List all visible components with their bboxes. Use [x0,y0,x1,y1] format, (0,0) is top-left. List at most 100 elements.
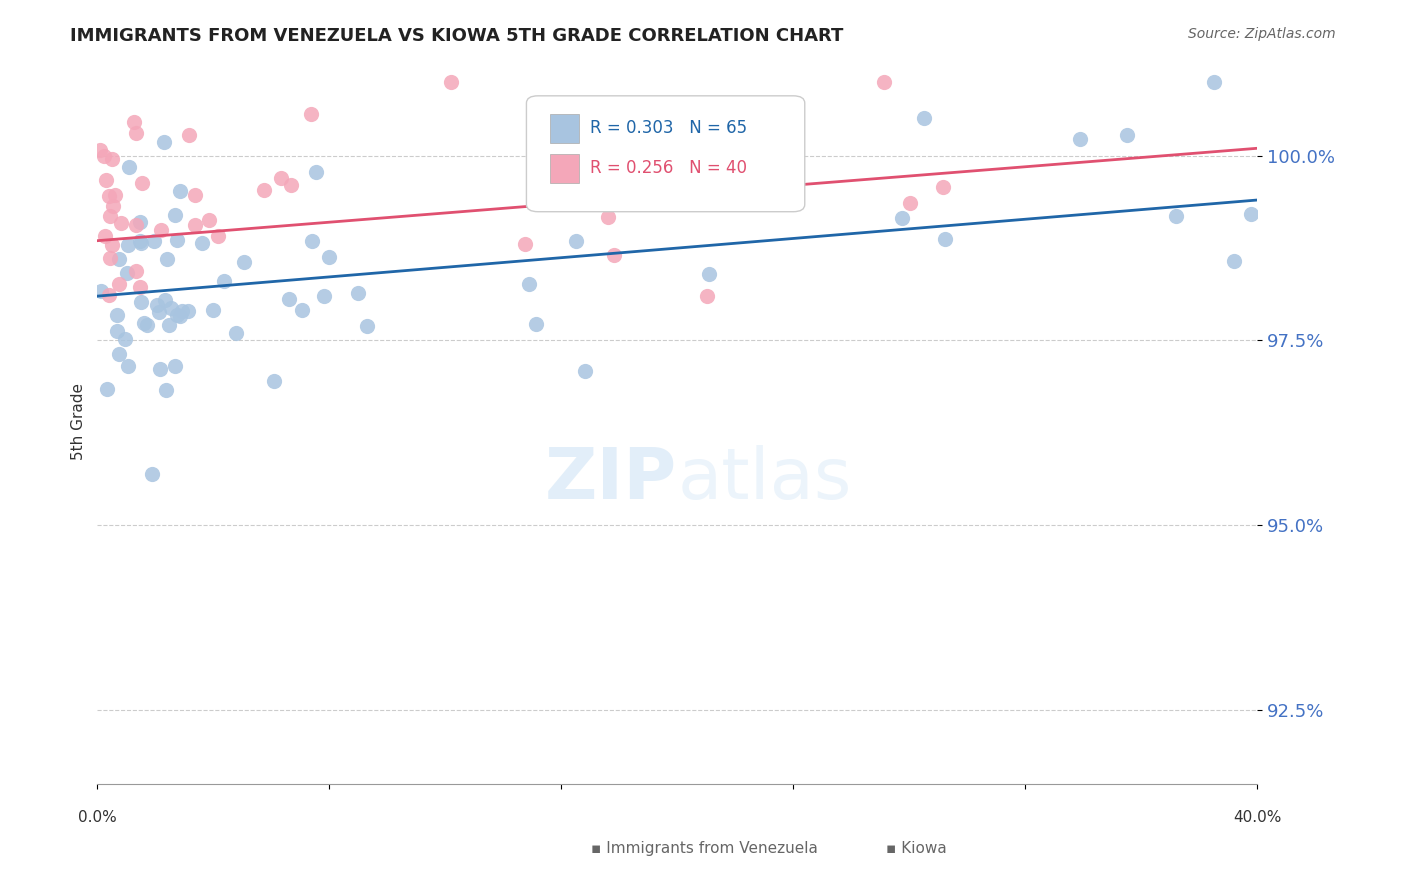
Point [166,233,188,247]
Point [117,359,139,373]
Point [129,294,152,309]
Point [153,135,176,149]
Point [115,266,138,280]
Point [524,317,547,331]
Point [207,229,229,244]
Point [191,236,214,251]
Text: IMMIGRANTS FROM VENEZUELA VS KIOWA 5TH GRADE CORRELATION CHART: IMMIGRANTS FROM VENEZUELA VS KIOWA 5TH G… [70,27,844,45]
Point [177,303,200,318]
Point [105,308,128,322]
Text: R = 0.303   N = 65: R = 0.303 N = 65 [591,120,748,137]
Point [149,362,172,376]
Point [596,210,619,224]
Point [253,183,276,197]
Point [163,359,186,374]
Text: atlas: atlas [678,445,852,514]
Point [143,234,166,248]
Point [179,128,201,143]
Point [96,382,118,396]
FancyBboxPatch shape [526,95,804,211]
Point [128,280,150,294]
Point [318,250,340,264]
Point [169,184,191,198]
Point [125,126,148,140]
Point [129,215,152,229]
Point [654,170,676,185]
Text: 0.0%: 0.0% [77,810,117,825]
Point [291,302,314,317]
Point [132,316,155,330]
Point [934,232,956,246]
Point [155,383,177,397]
Point [104,188,127,202]
Point [696,289,718,303]
Point [101,238,124,252]
Point [278,292,301,306]
Bar [550,114,579,143]
Text: ▪ Kiowa: ▪ Kiowa [886,841,946,856]
Point [932,180,955,194]
Text: 40.0%: 40.0% [1233,810,1281,825]
Point [108,277,131,291]
Point [117,238,139,252]
Point [93,229,115,244]
Point [93,149,115,163]
Point [169,309,191,323]
Point [101,199,124,213]
Point [202,303,225,318]
Point [98,251,121,265]
Point [101,152,124,166]
Point [574,364,596,378]
Point [114,332,136,346]
Point [141,467,163,481]
Point [517,277,540,292]
Point [898,196,921,211]
Point [160,301,183,315]
Point [225,326,247,340]
Point [155,293,177,307]
Point [301,234,323,248]
Point [198,212,221,227]
Text: Source: ZipAtlas.com: Source: ZipAtlas.com [1188,27,1336,41]
Point [299,107,322,121]
Point [146,298,169,312]
Point [105,324,128,338]
Point [270,171,292,186]
Point [212,274,235,288]
Point [110,216,132,230]
Point [565,234,588,248]
Point [124,264,146,278]
Point [96,172,118,186]
Point [98,209,121,223]
Point [513,237,536,252]
Point [125,218,148,232]
Point [97,288,120,302]
Point [184,187,207,202]
Point [314,289,336,303]
Point [157,318,180,332]
Point [912,111,935,125]
Point [150,223,173,237]
Point [136,318,159,333]
Point [644,133,666,147]
Point [1202,75,1225,89]
Point [305,164,328,178]
Point [156,252,179,266]
Point [1115,128,1137,143]
Point [280,178,302,193]
Point [890,211,912,225]
Point [131,176,153,190]
Point [170,303,193,318]
Point [872,75,894,89]
Point [1164,209,1187,223]
Point [98,189,121,203]
Point [129,235,152,250]
Point [108,252,131,267]
Point [90,284,112,298]
Point [107,347,129,361]
Point [148,304,170,318]
Text: R = 0.256   N = 40: R = 0.256 N = 40 [591,160,747,178]
Point [165,208,187,222]
Text: ZIP: ZIP [546,445,678,514]
Point [1240,207,1263,221]
